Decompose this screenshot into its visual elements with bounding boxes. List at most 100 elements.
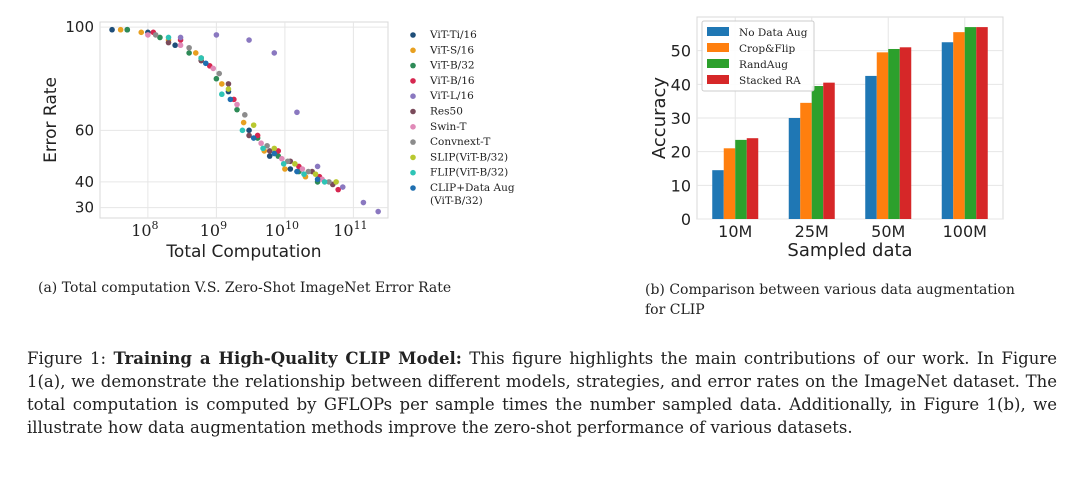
legend-marker	[410, 108, 416, 115]
scatter-point	[278, 155, 285, 162]
legend-marker	[410, 169, 416, 176]
y-tick-label: 40	[671, 75, 691, 94]
scatter-point	[266, 148, 273, 154]
scatter-point	[280, 161, 287, 167]
y-tick-label: 50	[671, 42, 691, 61]
scatter-point	[301, 171, 307, 177]
scatter-point	[177, 42, 184, 49]
x-tick-base: 10	[200, 221, 220, 240]
bar	[735, 139, 747, 219]
scatter-point	[333, 179, 339, 185]
scatter-point	[186, 50, 192, 56]
y-tick-label: 20	[671, 143, 691, 162]
y-tick-label: 60	[75, 121, 94, 139]
scatter-point	[225, 86, 232, 92]
scatter-point	[239, 127, 246, 134]
scatter-point	[213, 75, 220, 82]
scatter-point	[271, 50, 278, 56]
figure-caption-label: Figure 1:	[27, 349, 114, 368]
legend-marker	[410, 185, 416, 191]
x-tick-exponent: 9	[220, 219, 227, 232]
bar	[723, 148, 736, 219]
scatter-point	[246, 37, 252, 43]
scatter-point	[219, 91, 225, 98]
scatter-point	[213, 32, 220, 38]
scatter-point	[282, 166, 288, 172]
y-tick-label: 10	[671, 176, 691, 195]
scatter-point	[145, 32, 151, 38]
scatter-legend: ViT-Ti/16 ViT-S/16 ViT-B/32 ViT-B/16 ViT-L/1…	[410, 29, 515, 207]
bar	[876, 52, 889, 219]
scatter-point	[254, 132, 261, 139]
scatter-point	[202, 60, 209, 67]
y-tick-label: 100	[65, 18, 94, 36]
legend-swatch	[707, 75, 729, 84]
bar	[865, 75, 877, 220]
scatter-point	[225, 81, 232, 87]
x-tick-label: 25M	[795, 222, 829, 241]
x-tick-base: 10	[265, 221, 285, 240]
subcaption-a: (a) Total computation V.S. Zero-Shot Ima…	[38, 280, 452, 296]
scatter-point	[260, 145, 266, 152]
legend-label: Convnext-T	[430, 136, 490, 148]
x-tick-exponent: 11	[354, 219, 368, 232]
scatter-point	[375, 208, 381, 215]
scatter-point	[312, 171, 319, 177]
scatter-point	[227, 96, 234, 103]
bar	[788, 118, 801, 219]
scatter-point	[299, 166, 306, 172]
legend-marker	[410, 139, 416, 145]
scatter-point	[258, 140, 264, 147]
legend-label: Crop&Flip	[739, 43, 795, 55]
bar	[899, 47, 912, 219]
scatter-point	[264, 142, 270, 149]
legend-marker	[410, 124, 416, 130]
x-tick-label: 109	[200, 219, 227, 240]
x-tick-exponent: 8	[152, 219, 159, 232]
scatter-point	[246, 127, 252, 134]
y-tick-label: 30	[75, 199, 94, 217]
legend-label: FLIP(ViT-B/32)	[430, 167, 508, 179]
scatter-point	[305, 168, 312, 175]
scatter-point	[271, 145, 278, 152]
bar	[712, 170, 724, 219]
legend-label: ViT-S/16	[429, 44, 474, 56]
y-tick-label: 0	[681, 210, 691, 229]
bar	[811, 86, 824, 220]
x-axis-label: Total Computation	[165, 242, 321, 262]
legend-marker	[410, 32, 416, 38]
bar	[800, 102, 812, 219]
scatter-point	[326, 179, 332, 185]
scatter-point	[234, 106, 240, 113]
legend-marker	[410, 93, 416, 99]
x-tick-exponent: 10	[285, 219, 299, 232]
scatter-point	[284, 158, 291, 165]
x-axis-label: Sampled data	[787, 240, 912, 261]
figure-caption-title: Training a High-Quality CLIP Model:	[113, 349, 462, 368]
legend-label: (ViT-B/32)	[430, 195, 483, 207]
scatter-point	[294, 168, 300, 175]
scatter-point	[210, 65, 217, 72]
scatter-point	[177, 34, 184, 41]
y-axis-label: Accuracy	[649, 77, 670, 160]
y-axis-label: Error Rate	[41, 77, 61, 163]
scatter-point	[250, 135, 257, 141]
x-tick-base: 10	[131, 221, 151, 240]
bar	[823, 82, 835, 220]
legend-marker	[410, 62, 416, 69]
figure-caption-body: This figure highlights the main contribu…	[27, 349, 1057, 437]
scatter-point	[216, 70, 223, 77]
bar-legend: No Data Aug Crop&Flip RandAug Stacked RA	[701, 20, 815, 92]
scatter-point	[172, 42, 178, 49]
scatter-point	[192, 50, 199, 56]
x-tick-label: 10M	[718, 222, 752, 241]
bar-chart: 0 10 20 30 40 50 10M 25M 50M 100M Sampled data Accu…	[649, 16, 1004, 261]
y-tick-label: 40	[75, 173, 94, 191]
bar	[953, 32, 965, 220]
bar	[888, 48, 900, 219]
legend-label: ViT-B/32	[429, 60, 475, 72]
legend-label: CLIP+Data Aug	[430, 182, 515, 194]
legend-label: RandAug	[739, 59, 788, 71]
legend-swatch	[707, 27, 729, 36]
scatter-point	[294, 109, 300, 116]
